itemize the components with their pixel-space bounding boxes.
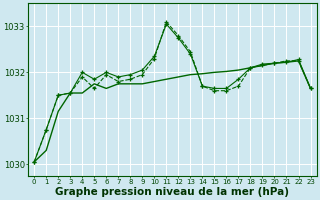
X-axis label: Graphe pression niveau de la mer (hPa): Graphe pression niveau de la mer (hPa) (55, 187, 289, 197)
